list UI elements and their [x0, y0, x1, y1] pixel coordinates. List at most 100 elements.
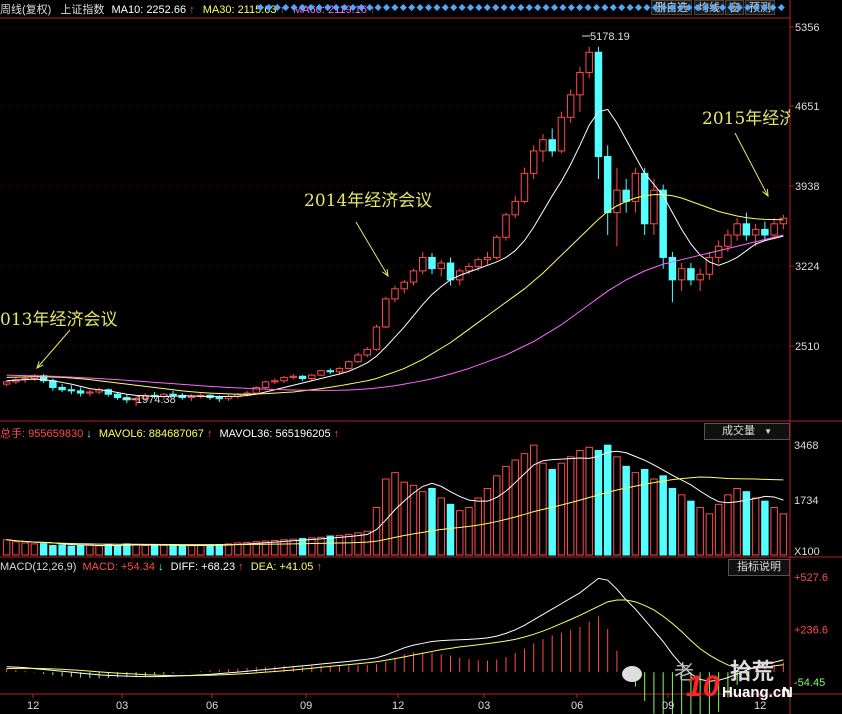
event-marker-icon [660, 3, 668, 12]
candle-body [520, 172, 529, 202]
event-marker-icon [567, 3, 575, 12]
high-price-label: 5178.19 [590, 31, 630, 43]
volume-bar [770, 507, 778, 556]
candle-body [733, 223, 741, 236]
macd-label: MACD: [82, 561, 118, 573]
arrow-2014-head [382, 268, 389, 278]
total-volume-value: 955659830 [28, 428, 84, 440]
volume-tick-label: X100 [794, 546, 820, 558]
volume-bar [39, 543, 48, 556]
candle-body [696, 273, 704, 281]
macd-tick-label: +236.6 [794, 624, 828, 636]
candle-body [622, 189, 630, 202]
down-arrow-icon: ↓ [86, 428, 92, 440]
candle-body [113, 393, 122, 399]
event-marker-icon [727, 3, 735, 12]
event-marker-icon [290, 3, 298, 12]
volume-bar [141, 545, 150, 556]
macd-tick-label: +527.6 [794, 572, 828, 584]
volume-bar [437, 497, 445, 556]
volume-bar [465, 507, 473, 556]
candles [2, 46, 788, 407]
macd-tick-label: -54.45 [794, 677, 825, 689]
event-marker-icon [475, 3, 483, 12]
volume-bar [354, 532, 362, 556]
event-marker-icon [769, 3, 777, 12]
volume-bar [12, 541, 20, 556]
event-marker-icon [298, 3, 307, 12]
volume-bar [455, 510, 464, 556]
event-marker-icon [332, 3, 340, 12]
volume-bar [150, 545, 159, 556]
candle-body [400, 281, 408, 290]
volume-bar [391, 472, 399, 556]
volume-bar [446, 503, 455, 556]
candle-body [2, 381, 11, 385]
event-marker-icon [668, 3, 676, 12]
volume-bar [631, 472, 640, 556]
ma30-label: MA30: [202, 4, 235, 16]
event-marker-icon [534, 3, 542, 12]
period-title: 周线(复权) [0, 4, 52, 16]
event-marker-icon [450, 3, 458, 12]
volume-bar [104, 544, 113, 556]
event-marker-icon [584, 3, 592, 12]
event-marker-icon [752, 3, 760, 12]
volume-bar [428, 488, 436, 556]
time-tick-label: 09 [300, 700, 312, 712]
down-arrow-icon: ↓ [158, 561, 164, 573]
event-marker-icon [433, 3, 441, 12]
low-price-label: 1974.38 [136, 394, 176, 406]
event-marker-icon [256, 3, 265, 12]
candle-body [742, 223, 751, 236]
chevron-down-icon: ▼ [764, 427, 772, 436]
volume-bar [317, 536, 325, 556]
macd-params: MACD(12,26,9) [0, 561, 77, 573]
indicator-help-button[interactable]: 指标说明 [728, 559, 790, 576]
candle-body [474, 259, 482, 267]
candle-body [308, 374, 316, 380]
volume-bar [30, 543, 39, 556]
macd-header: MACD(12,26,9) MACD: +54.34 ↓ DIFF: +68.2… [0, 561, 322, 573]
candle-body [354, 354, 362, 363]
volume-bar [696, 507, 704, 556]
watermark-text-2: 拾荒 [730, 659, 775, 684]
volume-bar [234, 542, 242, 556]
event-marker-icon [777, 3, 785, 12]
volume-bar [613, 456, 621, 556]
candle-body [437, 262, 445, 270]
time-tick-label: 03 [116, 700, 128, 712]
price-tick-label: 5356 [795, 22, 819, 34]
volume-bar [529, 444, 538, 556]
volume-bar [113, 545, 122, 556]
ma30-line [6, 194, 784, 395]
event-marker-icon [357, 3, 365, 12]
candle-body [49, 380, 57, 388]
volume-bar [206, 544, 214, 556]
volume-bar [345, 533, 353, 556]
candle-body [603, 156, 612, 214]
diff-label: DIFF: [170, 561, 199, 573]
candle-body [104, 389, 113, 395]
mavol36-value: 565196205 [275, 428, 331, 440]
volume-header: 总手: 955659830 ↓ MAVOL6: 884687067 ↑ MAVO… [0, 425, 339, 441]
volume-bar [326, 535, 335, 556]
wechat-icon [622, 666, 642, 682]
event-marker-icon [718, 3, 727, 12]
volume-bar [677, 494, 686, 556]
event-marker-icon [710, 3, 718, 12]
event-marker-icon [643, 3, 651, 12]
event-marker-icon [550, 3, 559, 12]
dea-label: DEA: [250, 561, 277, 573]
event-marker-icon [273, 3, 281, 12]
candle-body [724, 234, 732, 247]
volume-bar [594, 450, 603, 556]
candle-body [382, 298, 390, 328]
diff-value: +68.23 [201, 561, 236, 573]
event-marker-icon [424, 3, 433, 12]
candle-body [252, 386, 261, 394]
volume-bar [474, 497, 482, 556]
indicator-selector-label: 成交量 [722, 425, 755, 437]
candle-body [687, 268, 695, 281]
volume-bar [502, 465, 510, 556]
